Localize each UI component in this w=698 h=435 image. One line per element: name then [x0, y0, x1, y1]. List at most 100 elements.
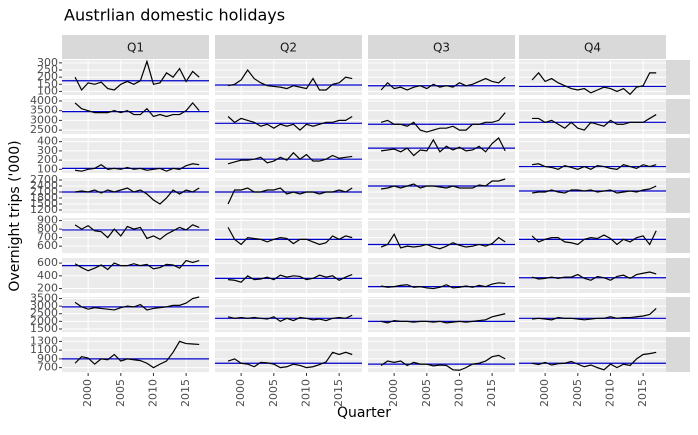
panel-background: [368, 178, 515, 213]
x-tick-label: 2005: [114, 379, 127, 407]
series-line: [74, 187, 200, 205]
column-strip-label: Q2: [280, 41, 297, 55]
y-tick-label: 400: [37, 269, 58, 282]
series-line: [380, 354, 506, 371]
x-axis-label: Quarter: [337, 405, 391, 421]
y-axis-label: Overnight trips ('000): [7, 140, 23, 291]
series-line: [380, 112, 506, 133]
series-line: [532, 114, 657, 131]
y-tick-label: 2700: [30, 173, 58, 186]
panel-background: [215, 178, 362, 213]
row-strip: [666, 178, 690, 213]
x-tick-label: 2015: [179, 379, 192, 407]
series-line: [227, 115, 353, 131]
column-strip-label: Q3: [433, 41, 450, 55]
y-tick-label: 400: [37, 135, 58, 148]
panel-background: [62, 178, 209, 213]
series-line: [74, 101, 200, 118]
series-line: [380, 282, 506, 290]
x-tick-label: 2015: [332, 379, 345, 407]
y-tick-label: 100: [37, 84, 58, 97]
panel-background: [62, 297, 209, 332]
column-strip-label: Q1: [127, 41, 144, 55]
x-tick-label: 2010: [603, 379, 616, 407]
y-tick-label: 700: [37, 231, 58, 244]
y-tick-label: 3000: [30, 113, 58, 126]
y-tick-label: 900: [37, 214, 58, 227]
panel-background: [62, 99, 209, 134]
y-tick-label: 2500: [30, 307, 58, 320]
series-line: [380, 313, 506, 324]
x-tick-label: 2000: [538, 379, 551, 407]
y-tick-label: 150: [37, 77, 58, 90]
x-tick-label: 2005: [267, 379, 280, 407]
panel-background: [519, 297, 666, 332]
panel-background: [215, 138, 362, 173]
y-tick-label: 1100: [30, 343, 58, 356]
panel-background: [519, 218, 666, 253]
series-line: [74, 224, 200, 241]
series-line: [74, 59, 200, 92]
series-line: [227, 68, 353, 91]
y-tick-label: 2100: [30, 185, 58, 198]
panel-background: [62, 218, 209, 253]
y-tick-label: 4000: [30, 94, 58, 107]
x-tick-label: 2000: [234, 379, 247, 407]
panel-background: [215, 297, 362, 332]
x-tick-label: 2010: [146, 379, 159, 407]
y-tick-label: 300: [37, 144, 58, 157]
series-line: [227, 187, 353, 205]
series-line: [531, 351, 657, 371]
panel-background: [368, 218, 515, 253]
panel-background: [215, 218, 362, 253]
panel-background: [368, 138, 515, 173]
column-strip: [519, 35, 666, 59]
row-strip: [666, 138, 690, 173]
column-strip-label: Q4: [584, 41, 601, 55]
y-tick-label: 2000: [30, 314, 58, 327]
y-tick-label: 2400: [30, 179, 58, 192]
series-line: [74, 163, 200, 172]
series-line: [380, 178, 506, 190]
y-tick-label: 1200: [30, 203, 58, 216]
panel-background: [368, 337, 515, 372]
series-line: [227, 151, 353, 165]
y-tick-label: 200: [37, 282, 58, 295]
series-line: [74, 296, 200, 311]
y-tick-label: 900: [37, 352, 58, 365]
panel-background: [215, 99, 362, 134]
column-strip: [215, 35, 362, 59]
panel-background: [519, 99, 666, 134]
x-tick-label: 2010: [299, 379, 312, 407]
row-strip: [666, 218, 690, 253]
series-line: [380, 232, 506, 250]
series-line: [531, 307, 657, 321]
y-tick-label: 1800: [30, 191, 58, 204]
column-strip: [62, 35, 209, 59]
column-strip: [368, 35, 515, 59]
series-line: [531, 185, 657, 194]
panel-background: [519, 178, 666, 213]
x-tick-label: 2010: [452, 379, 465, 407]
x-tick-label: 2000: [81, 379, 94, 407]
x-tick-label: 2005: [571, 379, 584, 407]
y-tick-label: 3500: [30, 104, 58, 117]
panel-background: [62, 138, 209, 173]
series-line: [227, 351, 353, 369]
y-tick-label: 100: [37, 162, 58, 175]
y-tick-label: 3500: [30, 292, 58, 305]
y-tick-label: 1500: [30, 197, 58, 210]
x-tick-label: 2015: [636, 379, 649, 407]
y-tick-label: 1500: [30, 322, 58, 335]
row-strip: [666, 337, 690, 372]
series-line: [531, 163, 657, 170]
series-line: [380, 76, 506, 91]
y-tick-label: 250: [37, 63, 58, 76]
y-tick-label: 300: [37, 56, 58, 69]
panel-background: [519, 138, 666, 173]
series-line: [227, 227, 353, 246]
y-tick-label: 800: [37, 222, 58, 235]
series-line: [531, 71, 657, 96]
panel-background: [368, 297, 515, 332]
